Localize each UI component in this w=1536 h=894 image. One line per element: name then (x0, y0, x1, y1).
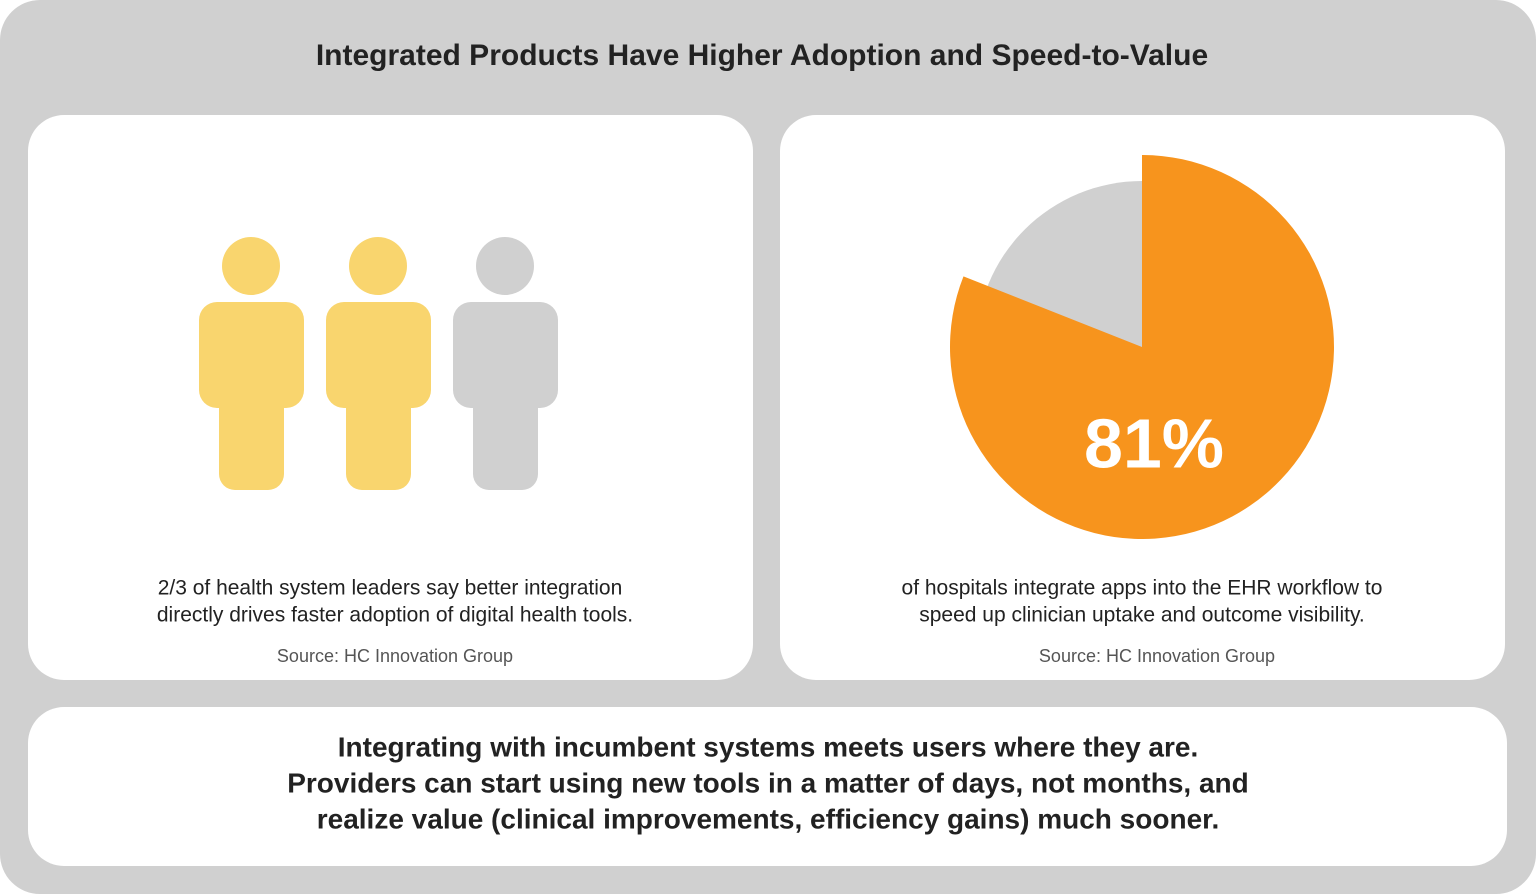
source: Source: HC Innovation Group (1039, 646, 1275, 666)
footer-card (28, 707, 1507, 866)
people-icons (199, 237, 558, 490)
pie: 81% (950, 155, 1334, 539)
data-label: 81% (1084, 404, 1224, 482)
person-icon (453, 237, 558, 490)
description: directly drives faster adoption of digit… (157, 604, 633, 627)
description: 2/3 of health system leaders say better … (158, 577, 623, 600)
footer-text: Integrating with incumbent systems meets… (338, 731, 1199, 762)
pie-slice (950, 155, 1334, 539)
title: Integrated Products Have Higher Adoption… (316, 39, 1208, 72)
description: of hospitals integrate apps into the EHR… (902, 577, 1383, 600)
footer-text: Providers can start using new tools in a… (287, 767, 1249, 798)
description: speed up clinician uptake and outcome vi… (919, 604, 1365, 627)
person-icon (199, 237, 304, 490)
source: Source: HC Innovation Group (277, 646, 513, 666)
footer-text: realize value (clinical improvements, ef… (317, 803, 1220, 834)
person-icon (326, 237, 431, 490)
